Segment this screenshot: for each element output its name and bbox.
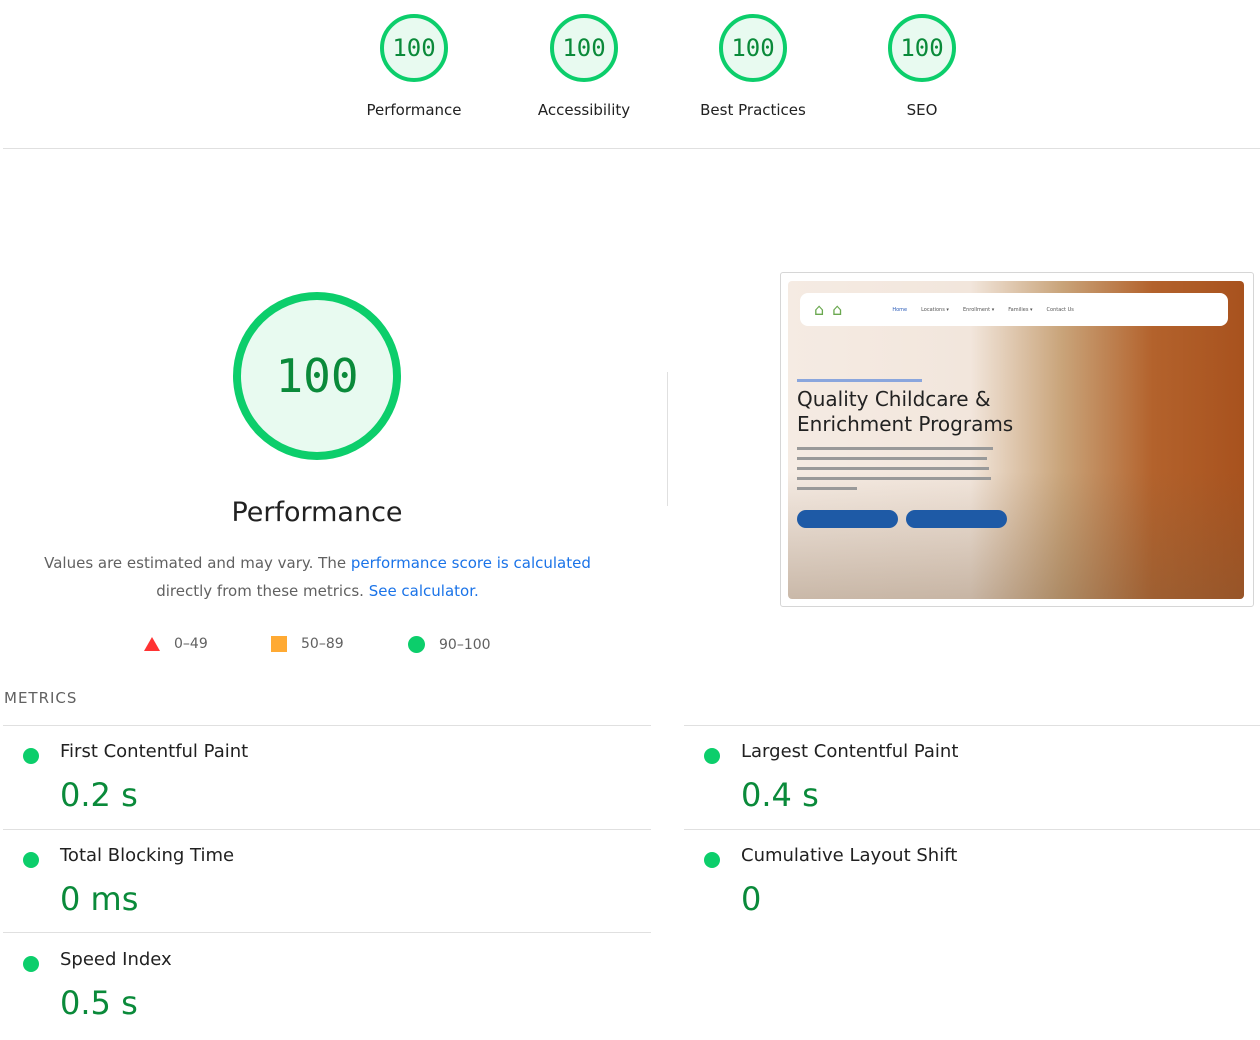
- legend-fail: 0–49: [144, 636, 208, 652]
- metric-name: Largest Contentful Paint: [741, 741, 959, 762]
- metric-name: Cumulative Layout Shift: [741, 845, 958, 866]
- pass-circle-icon: [23, 956, 39, 972]
- nav-item: Locations ▾: [921, 306, 949, 313]
- metric-largest-contentful-paint[interactable]: Largest Contentful Paint 0.4 s: [684, 726, 1260, 830]
- desc-text-2: directly from these metrics.: [156, 582, 369, 600]
- desc-text-1: Values are estimated and may vary. The: [44, 554, 351, 572]
- metric-first-contentful-paint[interactable]: First Contentful Paint 0.2 s: [3, 726, 651, 830]
- metric-divider: [3, 725, 651, 726]
- metric-divider: [684, 829, 1260, 830]
- final-screenshot[interactable]: ⌂ ⌂ Home Locations ▾ Enrollment ▾ Famili…: [780, 272, 1254, 607]
- metric-value: 0.4 s: [741, 776, 819, 814]
- gauge-label-best-practices[interactable]: Best Practices: [700, 101, 806, 119]
- metric-name: First Contentful Paint: [60, 741, 249, 762]
- gauge-performance[interactable]: 100: [380, 14, 448, 82]
- pass-circle-icon: [23, 748, 39, 764]
- nav-item: Families ▾: [1008, 306, 1033, 313]
- vertical-divider: [667, 372, 668, 506]
- gauge-label-accessibility[interactable]: Accessibility: [537, 101, 631, 119]
- metric-divider: [3, 829, 651, 830]
- nav-item: Home: [892, 306, 908, 313]
- nav-item: Contact Us: [1046, 306, 1074, 313]
- gauge-seo[interactable]: 100: [888, 14, 956, 82]
- performance-description: Values are estimated and may vary. The p…: [20, 549, 615, 605]
- legend-average-label: 50–89: [301, 636, 344, 652]
- metric-value: 0.5 s: [60, 984, 138, 1022]
- performance-title: Performance: [231, 497, 403, 528]
- kicker-line: [797, 379, 922, 382]
- score-calculated-link[interactable]: performance score is calculated: [350, 554, 591, 572]
- triangle-icon: [144, 637, 160, 651]
- nav-item: Enrollment ▾: [962, 306, 995, 313]
- pass-circle-icon: [704, 748, 720, 764]
- page-screenshot-image: ⌂ ⌂ Home Locations ▾ Enrollment ▾ Famili…: [788, 281, 1244, 599]
- metric-speed-index[interactable]: Speed Index 0.5 s: [3, 934, 651, 1038]
- legend-fail-label: 0–49: [174, 636, 208, 652]
- metric-name: Speed Index: [60, 949, 172, 970]
- metric-divider: [684, 725, 1260, 726]
- gauge-best-practices[interactable]: 100: [719, 14, 787, 82]
- metric-value: 0.2 s: [60, 776, 138, 814]
- metric-cumulative-layout-shift[interactable]: Cumulative Layout Shift 0: [684, 830, 1260, 934]
- metric-divider: [3, 932, 651, 933]
- pass-circle-icon: [23, 852, 39, 868]
- gauge-label-performance[interactable]: Performance: [366, 101, 462, 119]
- header-divider: [3, 148, 1260, 149]
- legend-pass-label: 90–100: [439, 636, 491, 653]
- screenshot-paragraph: [797, 444, 997, 497]
- screenshot-heading: Quality Childcare & Enrichment Programs: [797, 387, 1014, 436]
- screenshot-button-2: [906, 510, 1007, 528]
- logo-icon: ⌂: [814, 300, 825, 319]
- logo-icon: ⌂: [832, 300, 843, 319]
- performance-score-gauge: 100: [233, 292, 401, 460]
- see-calculator-link[interactable]: See calculator.: [368, 582, 479, 600]
- legend-pass: 90–100: [408, 636, 491, 653]
- metric-value: 0: [741, 880, 762, 918]
- metric-name: Total Blocking Time: [60, 845, 235, 866]
- metric-value: 0 ms: [60, 880, 139, 918]
- metric-total-blocking-time[interactable]: Total Blocking Time 0 ms: [3, 830, 651, 934]
- circle-icon: [408, 636, 425, 653]
- screenshot-nav: ⌂ ⌂ Home Locations ▾ Enrollment ▾ Famili…: [800, 293, 1228, 326]
- legend-average: 50–89: [271, 636, 344, 652]
- pass-circle-icon: [704, 852, 720, 868]
- screenshot-button-1: [797, 510, 898, 528]
- metrics-header: METRICS: [4, 689, 78, 707]
- gauge-label-seo[interactable]: SEO: [906, 101, 938, 119]
- square-icon: [271, 636, 287, 652]
- gauge-accessibility[interactable]: 100: [550, 14, 618, 82]
